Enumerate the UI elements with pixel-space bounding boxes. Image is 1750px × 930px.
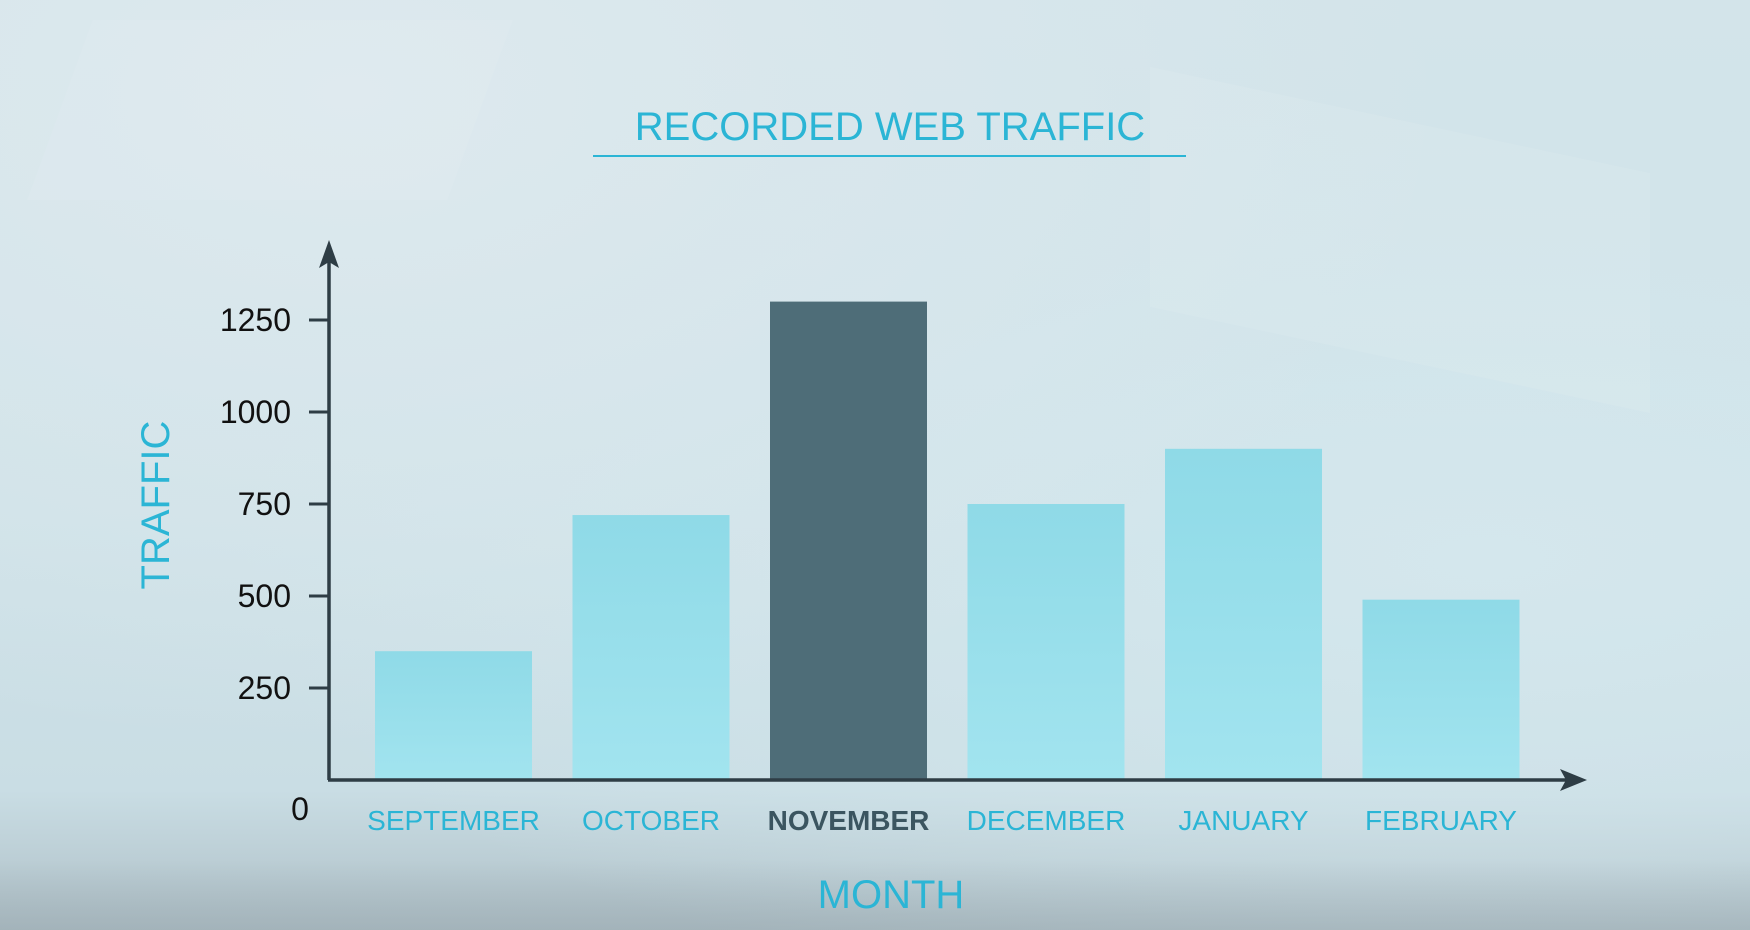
- bars-layer: [375, 301, 1520, 780]
- x-axis-label: MONTH: [818, 873, 965, 917]
- x-tick-label-december: DECEMBER: [967, 805, 1126, 836]
- x-tick-label-january: JANUARY: [1178, 805, 1309, 836]
- x-tick-labels-layer: SEPTEMBER OCTOBER NOVEMBER DECEMBER JANUARY F…: [367, 805, 1517, 836]
- y-axis-arrow-icon: [319, 240, 339, 268]
- bar-december: [967, 504, 1125, 780]
- y-tick-label: 1250: [220, 302, 291, 338]
- y-tick-label: 750: [238, 486, 291, 522]
- bar-february: [1362, 599, 1520, 780]
- bar-october: [572, 515, 730, 780]
- x-tick-label-november: NOVEMBER: [768, 805, 930, 836]
- y-ticks-layer: 0 250 500 750 1000 1250: [220, 302, 329, 827]
- x-tick-label-february: FEBRUARY: [1365, 805, 1517, 836]
- x-tick-label-september: SEPTEMBER: [367, 805, 540, 836]
- y-tick-label: 1000: [220, 394, 291, 430]
- chart-title: RECORDED WEB TRAFFIC: [635, 105, 1145, 149]
- y-tick-label: 0: [291, 791, 309, 827]
- y-tick-label: 500: [238, 578, 291, 614]
- bar-january: [1165, 448, 1322, 780]
- bar-september: [375, 651, 532, 780]
- x-axis-arrow-icon: [1560, 769, 1587, 791]
- x-tick-label-october: OCTOBER: [582, 805, 720, 836]
- y-axis-label: TRAFFIC: [134, 421, 178, 590]
- bar-november: [770, 301, 927, 780]
- y-tick-label: 250: [238, 670, 291, 706]
